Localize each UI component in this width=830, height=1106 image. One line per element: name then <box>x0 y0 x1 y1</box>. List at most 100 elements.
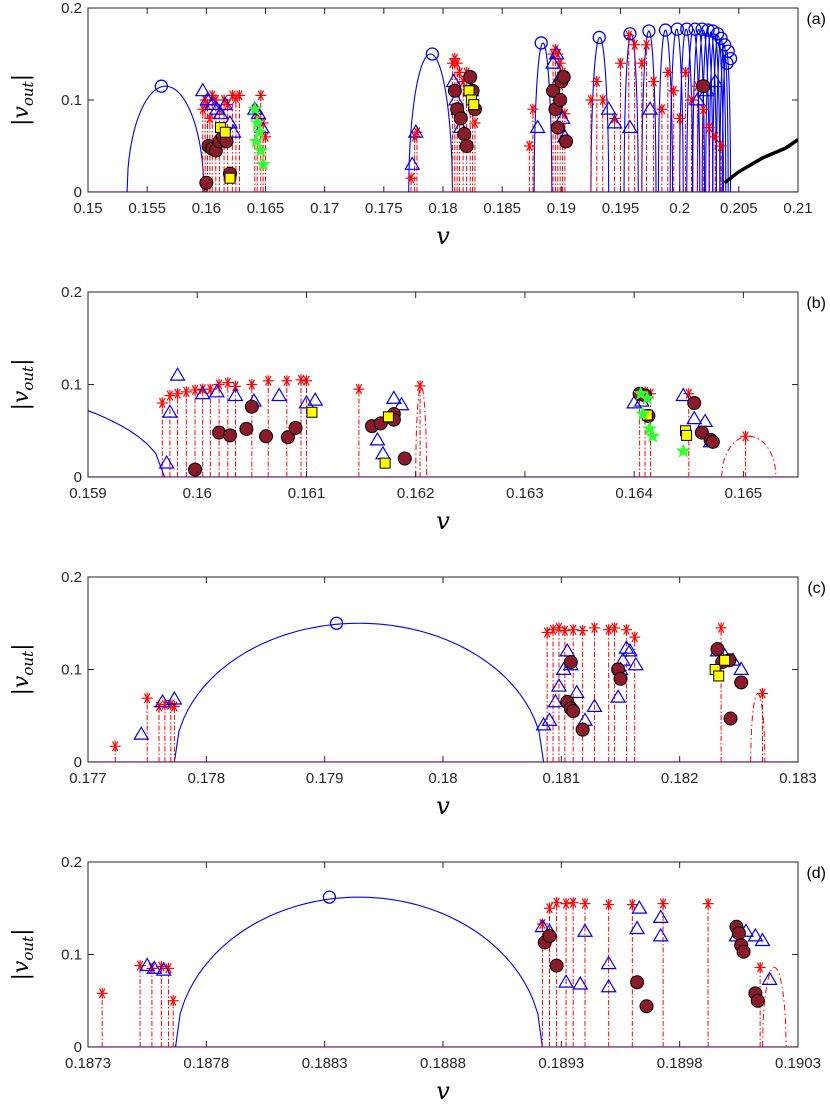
filled-circle-marker <box>447 83 462 98</box>
star-marker <box>252 124 268 139</box>
plot-area <box>87 576 799 763</box>
asterisk-marker <box>469 117 481 129</box>
asterisk-marker <box>648 76 660 88</box>
y-tick-label: 0.2 <box>61 569 82 586</box>
asterisk-marker <box>281 375 293 387</box>
asterisk-marker <box>629 39 641 51</box>
x-tick-label: 0.1888 <box>420 1055 466 1072</box>
triangle-marker <box>618 640 635 654</box>
asterisk-marker <box>603 624 615 636</box>
triangle-marker <box>754 932 771 947</box>
filled-circle-marker <box>705 434 720 449</box>
star-marker <box>247 101 263 116</box>
triangle-marker <box>535 716 552 731</box>
y-tick-label: 0.2 <box>61 854 82 871</box>
triangle-marker <box>385 390 402 404</box>
filled-circle-marker <box>553 93 568 107</box>
asterisk-marker <box>414 380 426 392</box>
asterisk-marker <box>603 899 615 911</box>
x-tick-label: 0.179 <box>306 770 344 787</box>
filled-circle-marker <box>734 675 749 690</box>
asterisk-marker <box>567 624 579 636</box>
square-marker <box>468 99 480 111</box>
triangle-marker <box>146 960 163 974</box>
filled-circle-marker <box>259 429 274 444</box>
asterisk-marker <box>544 902 555 914</box>
asterisk-marker <box>657 898 669 910</box>
filled-circle-marker <box>639 999 654 1014</box>
solution-arc <box>623 33 639 192</box>
x-tick-label: 0.155 <box>128 200 166 217</box>
asterisk-marker <box>715 140 727 152</box>
star-marker <box>249 115 265 130</box>
triangle-marker <box>169 367 186 381</box>
triangle-marker <box>139 957 156 972</box>
star-marker <box>635 406 651 421</box>
plot-content <box>88 367 798 477</box>
filled-circle-marker <box>288 420 303 435</box>
triangle-marker <box>747 927 764 942</box>
star-marker <box>633 385 649 401</box>
filled-circle-marker <box>731 926 746 941</box>
filled-circle-marker <box>397 451 412 466</box>
dashdot-arc <box>721 435 777 477</box>
asterisk-marker <box>295 374 307 386</box>
x-tick-label: 0.19 <box>547 200 576 217</box>
panel-3: 0.1873 0.1878 0.1883 0.1888 0.1893 0.1898 0.19… <box>9 854 826 1105</box>
triangle-marker <box>307 392 324 406</box>
triangle-marker <box>627 656 644 671</box>
filled-circle-marker <box>630 975 645 990</box>
triangle-marker <box>158 454 175 469</box>
asterisk-marker <box>141 692 153 704</box>
x-tick-label: 0.182 <box>661 770 699 787</box>
asterisk-marker <box>740 430 752 442</box>
x-tick-label: 0.163 <box>506 485 544 502</box>
solution-arc <box>590 36 610 192</box>
open-circle-marker <box>329 616 344 630</box>
open-circle-marker <box>695 22 709 36</box>
asterisk-marker <box>172 388 184 400</box>
triangle-marker <box>227 387 244 402</box>
x-tick-label: 0.15 <box>73 200 102 217</box>
asterisk-marker <box>167 995 179 1007</box>
star-marker <box>255 156 271 171</box>
asterisk-marker <box>262 375 274 387</box>
x-tick-label: 0.21 <box>783 200 812 217</box>
asterisk-marker <box>703 122 715 134</box>
asterisk-marker <box>757 688 768 700</box>
star-marker <box>639 390 655 405</box>
y-tick-label: 0.2 <box>61 0 82 17</box>
y-tick-label: 0.1 <box>61 377 82 394</box>
filled-circle-marker <box>280 430 295 445</box>
triangle-marker <box>550 677 568 692</box>
triangle-marker <box>548 45 565 60</box>
filled-circle-marker <box>542 929 557 943</box>
asterisk-marker <box>680 66 692 78</box>
triangle-marker <box>133 726 150 740</box>
y-tick-label: 0.1 <box>61 662 82 679</box>
solution-arc <box>173 622 545 762</box>
triangle-marker <box>559 642 576 657</box>
asterisk-marker <box>222 377 234 389</box>
asterisk-marker <box>609 622 621 634</box>
open-circle-marker <box>642 24 656 38</box>
asterisk-marker <box>567 897 579 909</box>
asterisk-marker <box>451 57 463 69</box>
plot-content <box>88 22 798 192</box>
triangle-marker <box>707 73 724 88</box>
triangle-marker <box>534 918 551 933</box>
asterisk-marker <box>620 624 632 636</box>
triangle-marker <box>697 413 714 427</box>
y-axis-title: |vout| <box>9 644 37 696</box>
filled-circle-marker <box>687 396 702 410</box>
asterisk-marker <box>577 625 589 637</box>
filled-circle-marker <box>188 462 203 477</box>
plot-area <box>87 861 799 1048</box>
triangle-marker <box>545 55 562 69</box>
asterisk-marker <box>300 375 312 387</box>
x-axis-title: v <box>436 1077 450 1105</box>
triangle-marker <box>610 689 627 703</box>
panel-label: (c) <box>807 580 826 597</box>
asterisk-marker <box>588 622 600 634</box>
